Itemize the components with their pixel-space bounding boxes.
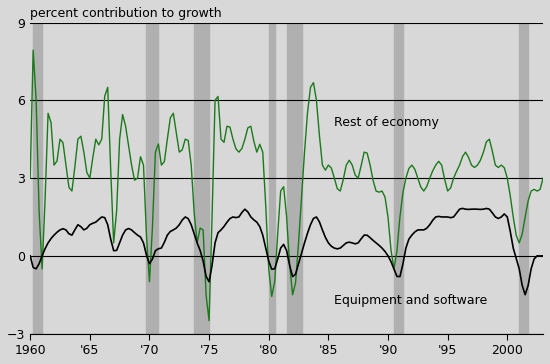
Bar bbox=[394, 23, 403, 334]
Bar bbox=[269, 23, 274, 334]
Bar bbox=[194, 23, 209, 334]
Bar bbox=[519, 23, 528, 334]
Bar bbox=[33, 23, 42, 334]
Text: Rest of economy: Rest of economy bbox=[334, 116, 439, 129]
Bar bbox=[287, 23, 301, 334]
Text: Equipment and software: Equipment and software bbox=[334, 294, 488, 307]
Text: percent contribution to growth: percent contribution to growth bbox=[30, 7, 222, 20]
Bar bbox=[146, 23, 158, 334]
